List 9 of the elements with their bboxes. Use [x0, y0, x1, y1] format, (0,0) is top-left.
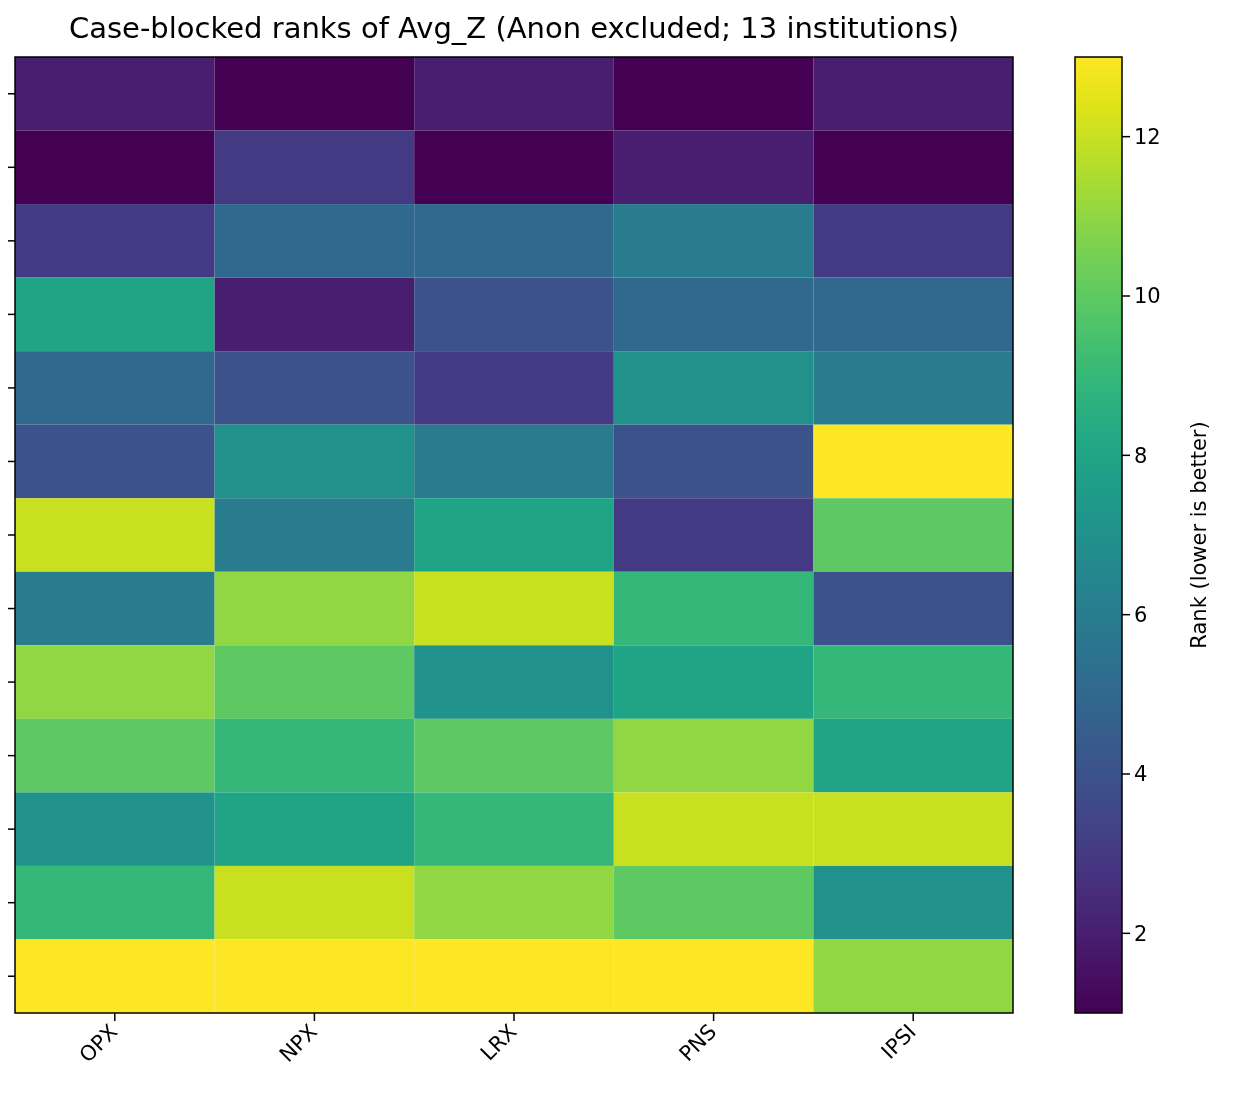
color-bar-label: 12 — [1134, 125, 1161, 150]
x-tick-label: IPSI — [876, 1019, 921, 1064]
color-bar-title: Rank (lower is better) — [1187, 421, 1211, 649]
color-bar-label: 2 — [1134, 921, 1148, 946]
color-bar-label: 10 — [1134, 284, 1161, 309]
color-bar-label: 6 — [1134, 603, 1148, 628]
color-bar-label: 8 — [1134, 443, 1148, 468]
chart-title: Case-blocked ranks of Avg_Z (Anon excluded; 13 institutions) — [68, 11, 960, 45]
color-bar-label: 4 — [1134, 762, 1148, 787]
